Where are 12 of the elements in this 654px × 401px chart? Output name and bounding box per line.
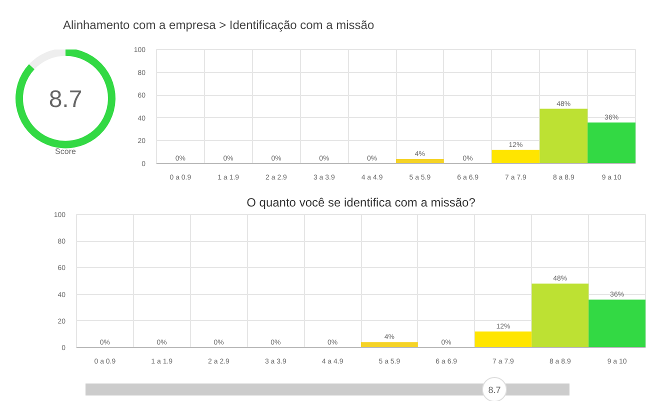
bar [588, 300, 646, 348]
text: 8.7 [488, 385, 501, 395]
text: Alinhamento com a empresa > Identificação com a missão [63, 17, 374, 34]
bar [588, 122, 636, 164]
bar [540, 108, 588, 164]
bar [492, 150, 540, 164]
bar [474, 332, 532, 348]
bar [361, 342, 418, 348]
text: Score [55, 146, 76, 156]
chart-title: O quanto você se identifica com a missão? [246, 196, 476, 210]
bar [532, 284, 589, 348]
text: 8.7 [48, 86, 82, 113]
